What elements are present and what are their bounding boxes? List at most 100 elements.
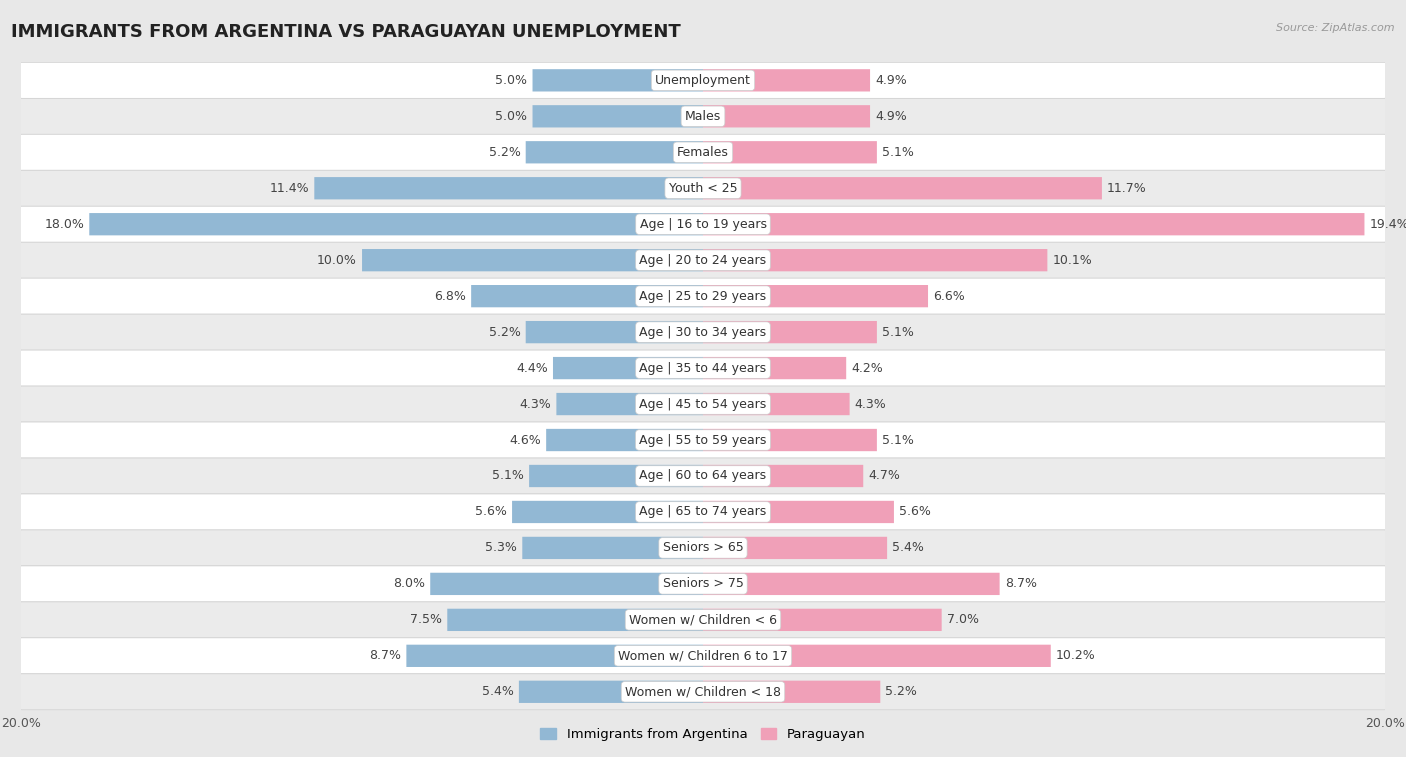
Text: 4.7%: 4.7% (869, 469, 900, 482)
FancyBboxPatch shape (20, 278, 1386, 314)
FancyBboxPatch shape (20, 242, 1386, 278)
FancyBboxPatch shape (703, 321, 877, 343)
FancyBboxPatch shape (703, 609, 942, 631)
Text: Age | 65 to 74 years: Age | 65 to 74 years (640, 506, 766, 519)
FancyBboxPatch shape (20, 386, 1386, 422)
FancyBboxPatch shape (89, 213, 703, 235)
Text: 18.0%: 18.0% (45, 218, 84, 231)
Text: 11.7%: 11.7% (1107, 182, 1147, 195)
Text: Source: ZipAtlas.com: Source: ZipAtlas.com (1277, 23, 1395, 33)
FancyBboxPatch shape (363, 249, 703, 271)
Text: 5.2%: 5.2% (489, 146, 520, 159)
FancyBboxPatch shape (20, 62, 1386, 98)
FancyBboxPatch shape (557, 393, 703, 415)
Text: 5.1%: 5.1% (882, 146, 914, 159)
FancyBboxPatch shape (512, 501, 703, 523)
FancyBboxPatch shape (20, 638, 1386, 674)
Text: Age | 20 to 24 years: Age | 20 to 24 years (640, 254, 766, 266)
Text: 5.1%: 5.1% (882, 434, 914, 447)
Text: Age | 55 to 59 years: Age | 55 to 59 years (640, 434, 766, 447)
Text: Age | 45 to 54 years: Age | 45 to 54 years (640, 397, 766, 410)
Text: 5.4%: 5.4% (893, 541, 924, 554)
Text: 8.7%: 8.7% (370, 650, 401, 662)
Text: Females: Females (678, 146, 728, 159)
Text: Age | 25 to 29 years: Age | 25 to 29 years (640, 290, 766, 303)
FancyBboxPatch shape (703, 573, 1000, 595)
Text: 5.1%: 5.1% (492, 469, 524, 482)
FancyBboxPatch shape (447, 609, 703, 631)
Text: 5.0%: 5.0% (495, 110, 527, 123)
FancyBboxPatch shape (703, 285, 928, 307)
FancyBboxPatch shape (703, 69, 870, 92)
FancyBboxPatch shape (703, 357, 846, 379)
FancyBboxPatch shape (703, 177, 1102, 199)
FancyBboxPatch shape (20, 98, 1386, 134)
FancyBboxPatch shape (20, 134, 1386, 170)
Text: 4.2%: 4.2% (851, 362, 883, 375)
Text: 6.6%: 6.6% (934, 290, 965, 303)
Text: Males: Males (685, 110, 721, 123)
FancyBboxPatch shape (703, 141, 877, 164)
FancyBboxPatch shape (20, 530, 1386, 566)
Text: 5.2%: 5.2% (886, 685, 917, 698)
Text: 8.7%: 8.7% (1005, 578, 1036, 590)
FancyBboxPatch shape (703, 681, 880, 703)
Text: Youth < 25: Youth < 25 (669, 182, 737, 195)
Text: Women w/ Children 6 to 17: Women w/ Children 6 to 17 (619, 650, 787, 662)
FancyBboxPatch shape (20, 170, 1386, 206)
FancyBboxPatch shape (20, 458, 1386, 494)
FancyBboxPatch shape (20, 674, 1386, 710)
FancyBboxPatch shape (20, 602, 1386, 638)
Text: 5.2%: 5.2% (489, 326, 520, 338)
Text: 4.3%: 4.3% (520, 397, 551, 410)
Text: 10.2%: 10.2% (1056, 650, 1095, 662)
FancyBboxPatch shape (20, 314, 1386, 350)
FancyBboxPatch shape (553, 357, 703, 379)
Text: 5.6%: 5.6% (898, 506, 931, 519)
Text: 7.0%: 7.0% (946, 613, 979, 626)
Text: Unemployment: Unemployment (655, 74, 751, 87)
Text: IMMIGRANTS FROM ARGENTINA VS PARAGUAYAN UNEMPLOYMENT: IMMIGRANTS FROM ARGENTINA VS PARAGUAYAN … (11, 23, 681, 41)
Legend: Immigrants from Argentina, Paraguayan: Immigrants from Argentina, Paraguayan (540, 727, 866, 741)
Text: Age | 35 to 44 years: Age | 35 to 44 years (640, 362, 766, 375)
Text: 5.6%: 5.6% (475, 506, 508, 519)
FancyBboxPatch shape (533, 69, 703, 92)
Text: 4.3%: 4.3% (855, 397, 886, 410)
FancyBboxPatch shape (703, 501, 894, 523)
Text: 5.3%: 5.3% (485, 541, 517, 554)
Text: Seniors > 65: Seniors > 65 (662, 541, 744, 554)
Text: 8.0%: 8.0% (394, 578, 425, 590)
FancyBboxPatch shape (526, 321, 703, 343)
Text: Age | 16 to 19 years: Age | 16 to 19 years (640, 218, 766, 231)
FancyBboxPatch shape (703, 465, 863, 488)
FancyBboxPatch shape (703, 249, 1047, 271)
FancyBboxPatch shape (519, 681, 703, 703)
FancyBboxPatch shape (703, 429, 877, 451)
FancyBboxPatch shape (20, 350, 1386, 386)
Text: 6.8%: 6.8% (434, 290, 465, 303)
FancyBboxPatch shape (546, 429, 703, 451)
Text: 4.6%: 4.6% (509, 434, 541, 447)
FancyBboxPatch shape (703, 537, 887, 559)
Text: 19.4%: 19.4% (1369, 218, 1406, 231)
Text: 4.4%: 4.4% (516, 362, 548, 375)
Text: Women w/ Children < 6: Women w/ Children < 6 (628, 613, 778, 626)
FancyBboxPatch shape (20, 494, 1386, 530)
Text: Age | 30 to 34 years: Age | 30 to 34 years (640, 326, 766, 338)
FancyBboxPatch shape (703, 105, 870, 127)
Text: 4.9%: 4.9% (875, 110, 907, 123)
Text: Seniors > 75: Seniors > 75 (662, 578, 744, 590)
Text: 4.9%: 4.9% (875, 74, 907, 87)
FancyBboxPatch shape (315, 177, 703, 199)
FancyBboxPatch shape (703, 393, 849, 415)
Text: Women w/ Children < 18: Women w/ Children < 18 (626, 685, 780, 698)
Text: Age | 60 to 64 years: Age | 60 to 64 years (640, 469, 766, 482)
Text: 10.0%: 10.0% (318, 254, 357, 266)
Text: 10.1%: 10.1% (1053, 254, 1092, 266)
Text: 5.0%: 5.0% (495, 74, 527, 87)
FancyBboxPatch shape (20, 566, 1386, 602)
FancyBboxPatch shape (526, 141, 703, 164)
FancyBboxPatch shape (20, 422, 1386, 458)
FancyBboxPatch shape (529, 465, 703, 488)
FancyBboxPatch shape (522, 537, 703, 559)
